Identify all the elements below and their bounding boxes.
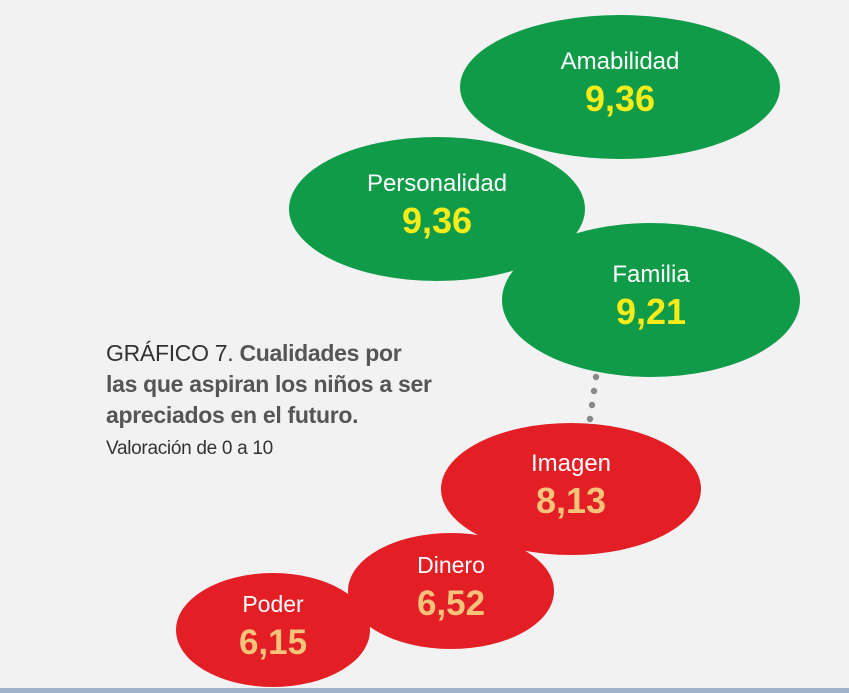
bubble-label: Familia [612, 261, 690, 288]
caption-title: Cualidades por las que aspiran los niños… [106, 340, 432, 428]
bubble-label: Poder [242, 591, 304, 617]
bubble-imagen: Imagen 8,13 [441, 423, 701, 555]
bubble-shape [348, 533, 554, 649]
bubble-shape [289, 137, 585, 281]
connector-dot [586, 415, 594, 423]
bubble-familia: Familia 9,21 [502, 223, 800, 377]
connector-dot [592, 373, 600, 381]
bubble-value: 9,21 [616, 291, 686, 332]
bubble-personalidad: Personalidad 9,36 [289, 137, 585, 281]
bubble-shape [176, 573, 370, 687]
bubble-shape [460, 15, 780, 159]
bottom-border [0, 688, 849, 693]
caption-prefix: GRÁFICO 7. [106, 340, 234, 366]
bubble-shape [502, 223, 800, 377]
bubble-dinero: Dinero 6,52 [348, 533, 554, 649]
bubble-value: 9,36 [402, 200, 472, 241]
bubble-label: Imagen [531, 450, 611, 477]
bubble-value: 6,15 [239, 623, 307, 662]
bubble-label: Dinero [417, 552, 485, 578]
caption-subtitle: Valoración de 0 a 10 [106, 438, 273, 459]
bubble-value: 6,52 [417, 584, 485, 623]
bubble-value: 8,13 [536, 480, 606, 521]
connector-dot [588, 401, 596, 409]
bubble-poder: Poder 6,15 [176, 573, 370, 687]
bubble-shape [441, 423, 701, 555]
bubble-amabilidad: Amabilidad 9,36 [460, 15, 780, 159]
bubble-value: 9,36 [585, 78, 655, 119]
chart-caption: GRÁFICO 7. Cualidades por las que aspira… [106, 338, 436, 464]
bubble-label: Amabilidad [561, 48, 680, 75]
bubble-label: Personalidad [367, 170, 507, 197]
connector-dot [590, 387, 598, 395]
